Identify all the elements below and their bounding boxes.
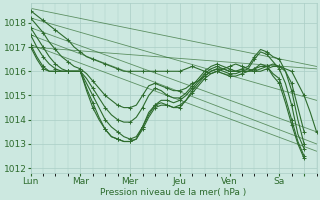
X-axis label: Pression niveau de la mer( hPa ): Pression niveau de la mer( hPa ) (100, 188, 247, 197)
